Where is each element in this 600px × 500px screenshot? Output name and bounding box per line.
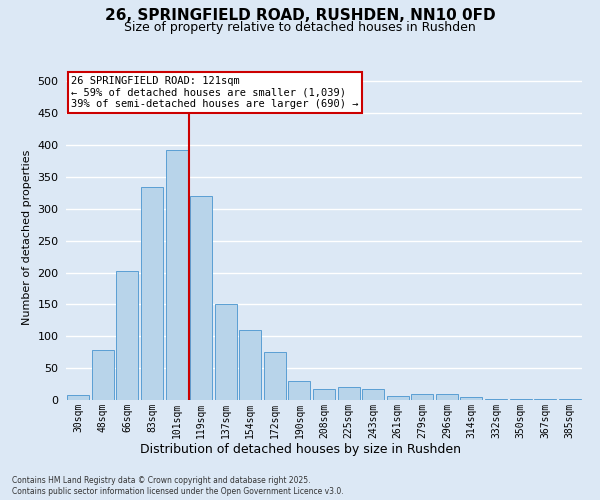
Bar (362, 388, 384, 400)
Bar (166, 150, 188, 400)
Bar (92, 350, 114, 400)
Text: Contains HM Land Registry data © Crown copyright and database right 2025.: Contains HM Land Registry data © Crown c… (12, 476, 311, 485)
Bar (436, 394, 458, 400)
Bar (386, 396, 409, 400)
Bar (67, 395, 89, 400)
Bar (338, 388, 359, 400)
Bar (116, 272, 139, 400)
Text: 26 SPRINGFIELD ROAD: 121sqm
← 59% of detached houses are smaller (1,039)
39% of : 26 SPRINGFIELD ROAD: 121sqm ← 59% of det… (71, 76, 359, 109)
Y-axis label: Number of detached properties: Number of detached properties (22, 150, 32, 325)
Bar (485, 398, 507, 400)
Bar (289, 381, 310, 400)
Bar (411, 394, 433, 400)
Text: Distribution of detached houses by size in Rushden: Distribution of detached houses by size … (139, 442, 461, 456)
Bar (190, 196, 212, 400)
Bar (460, 398, 482, 400)
Text: Size of property relative to detached houses in Rushden: Size of property relative to detached ho… (124, 22, 476, 35)
Text: Contains public sector information licensed under the Open Government Licence v3: Contains public sector information licen… (12, 487, 344, 496)
Bar (313, 388, 335, 400)
Text: 26, SPRINGFIELD ROAD, RUSHDEN, NN10 0FD: 26, SPRINGFIELD ROAD, RUSHDEN, NN10 0FD (104, 8, 496, 22)
Bar (264, 352, 286, 400)
Bar (141, 186, 163, 400)
Bar (215, 304, 237, 400)
Bar (239, 330, 262, 400)
